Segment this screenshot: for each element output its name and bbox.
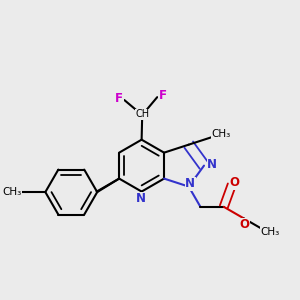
- Text: CH: CH: [136, 109, 150, 119]
- Text: O: O: [239, 218, 249, 232]
- Text: CH₃: CH₃: [2, 187, 22, 197]
- Text: F: F: [115, 92, 123, 105]
- Text: F: F: [158, 89, 166, 102]
- Text: N: N: [207, 158, 217, 171]
- Text: CH₃: CH₃: [212, 129, 231, 139]
- Text: N: N: [185, 177, 195, 190]
- Text: O: O: [230, 176, 240, 189]
- Text: CH₃: CH₃: [261, 227, 280, 237]
- Text: N: N: [136, 192, 146, 205]
